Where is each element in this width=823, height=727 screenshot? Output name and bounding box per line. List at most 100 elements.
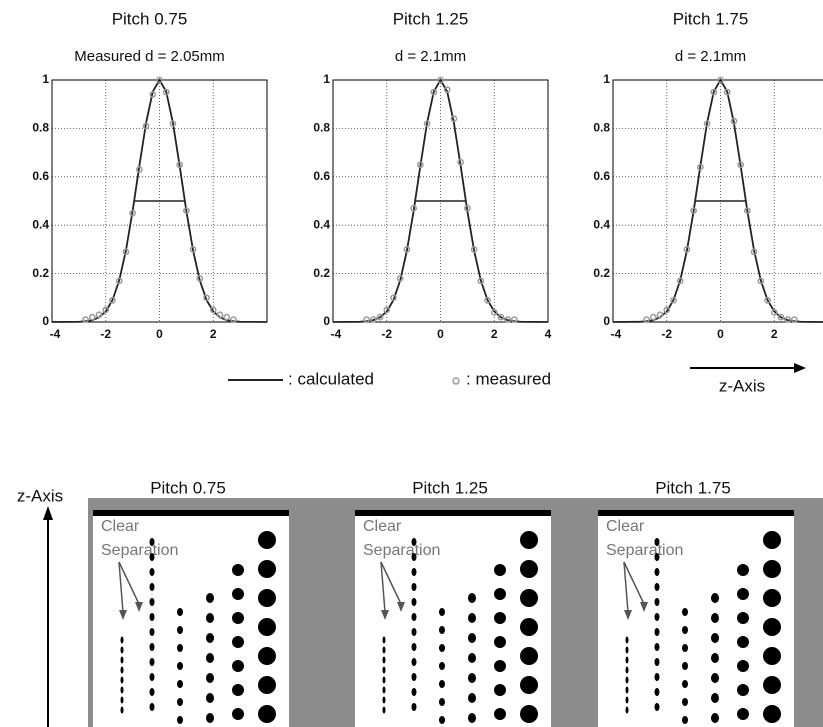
annotation-arrowhead bbox=[119, 610, 127, 620]
image-title: Pitch 1.25 bbox=[412, 478, 488, 497]
measured-point bbox=[203, 294, 210, 302]
measured-point bbox=[216, 311, 224, 319]
hole bbox=[711, 673, 719, 683]
hole bbox=[625, 686, 629, 694]
hole bbox=[177, 608, 183, 616]
hole bbox=[654, 538, 660, 546]
image-panel bbox=[355, 510, 551, 727]
hole bbox=[177, 662, 183, 670]
hole bbox=[468, 613, 476, 623]
hole bbox=[206, 593, 214, 603]
hole bbox=[149, 613, 155, 621]
measured-point bbox=[784, 316, 792, 323]
hole bbox=[439, 716, 445, 724]
x-tick-label: -2 bbox=[100, 327, 111, 341]
legend-label: : measured bbox=[466, 369, 551, 388]
measured-point bbox=[410, 204, 417, 212]
x-tick-label: 2 bbox=[771, 327, 778, 341]
measured-point bbox=[497, 313, 505, 321]
hole bbox=[654, 658, 660, 666]
measured-point bbox=[649, 313, 657, 321]
hole bbox=[411, 658, 417, 666]
hole bbox=[494, 636, 506, 648]
hole bbox=[494, 684, 506, 696]
hole bbox=[149, 583, 155, 591]
measured-point bbox=[223, 313, 231, 321]
y-tick-label: 0.4 bbox=[32, 217, 49, 231]
hole bbox=[382, 686, 386, 694]
hole bbox=[232, 564, 244, 576]
hole bbox=[494, 612, 506, 624]
hole bbox=[468, 633, 476, 643]
measured-point bbox=[656, 311, 664, 319]
x-tick-label: 0 bbox=[156, 327, 163, 341]
annotation: Separation bbox=[101, 542, 178, 559]
hole bbox=[654, 583, 660, 591]
hole bbox=[494, 708, 506, 720]
hole bbox=[232, 708, 244, 720]
hole bbox=[520, 647, 538, 665]
hole bbox=[382, 656, 386, 664]
hole bbox=[737, 612, 749, 624]
measured-point bbox=[437, 76, 444, 84]
hole bbox=[411, 628, 417, 636]
hole bbox=[206, 653, 214, 663]
y-tick-label: 0.4 bbox=[593, 217, 610, 231]
measured-point bbox=[663, 306, 671, 314]
measured-point bbox=[122, 248, 130, 256]
hole bbox=[120, 636, 124, 644]
image-top-bar bbox=[598, 510, 794, 516]
hole bbox=[258, 705, 276, 723]
image-top-bar bbox=[355, 510, 551, 516]
y-tick-label: 0.8 bbox=[32, 121, 49, 135]
hole bbox=[149, 703, 155, 711]
measured-point bbox=[102, 306, 110, 314]
annotation-arrowhead bbox=[640, 602, 648, 612]
hole bbox=[682, 608, 688, 616]
annotation: Clear bbox=[101, 518, 140, 535]
measured-point bbox=[703, 120, 711, 127]
x-tick-label: -4 bbox=[611, 327, 622, 341]
hole bbox=[711, 693, 719, 703]
hole bbox=[411, 688, 417, 696]
hole bbox=[494, 660, 506, 672]
hole bbox=[737, 660, 749, 672]
hole bbox=[625, 666, 629, 674]
measured-point bbox=[464, 204, 471, 212]
hole bbox=[711, 593, 719, 603]
hole bbox=[206, 613, 214, 623]
hole bbox=[120, 696, 124, 704]
arrowhead bbox=[794, 363, 806, 373]
axis-arrow-label: z-Axis bbox=[719, 376, 765, 395]
chart-title: Pitch 0.75 bbox=[112, 9, 188, 28]
hole bbox=[120, 676, 124, 684]
hole bbox=[682, 662, 688, 670]
annotation-arrow bbox=[118, 561, 124, 613]
hole bbox=[206, 633, 214, 643]
image-title: Pitch 1.75 bbox=[655, 478, 731, 497]
hole bbox=[468, 693, 476, 703]
hole bbox=[682, 644, 688, 652]
hole bbox=[149, 538, 155, 546]
y-tick-label: 0.6 bbox=[32, 169, 49, 183]
legend-label: : calculated bbox=[288, 369, 374, 388]
measured-point bbox=[504, 316, 512, 323]
hole bbox=[232, 684, 244, 696]
y-tick-label: 0.6 bbox=[593, 169, 610, 183]
hole bbox=[120, 706, 124, 714]
hole bbox=[206, 693, 214, 703]
annotation: Separation bbox=[606, 542, 683, 559]
hole bbox=[411, 583, 417, 591]
hole bbox=[625, 646, 629, 654]
hole bbox=[232, 636, 244, 648]
measured-point bbox=[162, 88, 170, 96]
y-tick-label: 1 bbox=[42, 72, 49, 86]
hole bbox=[411, 613, 417, 621]
measured-point bbox=[135, 166, 143, 173]
measured-point bbox=[696, 163, 704, 171]
measured-point bbox=[82, 316, 89, 323]
measured-point bbox=[129, 209, 136, 217]
hole bbox=[177, 716, 183, 724]
hole bbox=[149, 658, 155, 666]
hole bbox=[711, 653, 719, 663]
